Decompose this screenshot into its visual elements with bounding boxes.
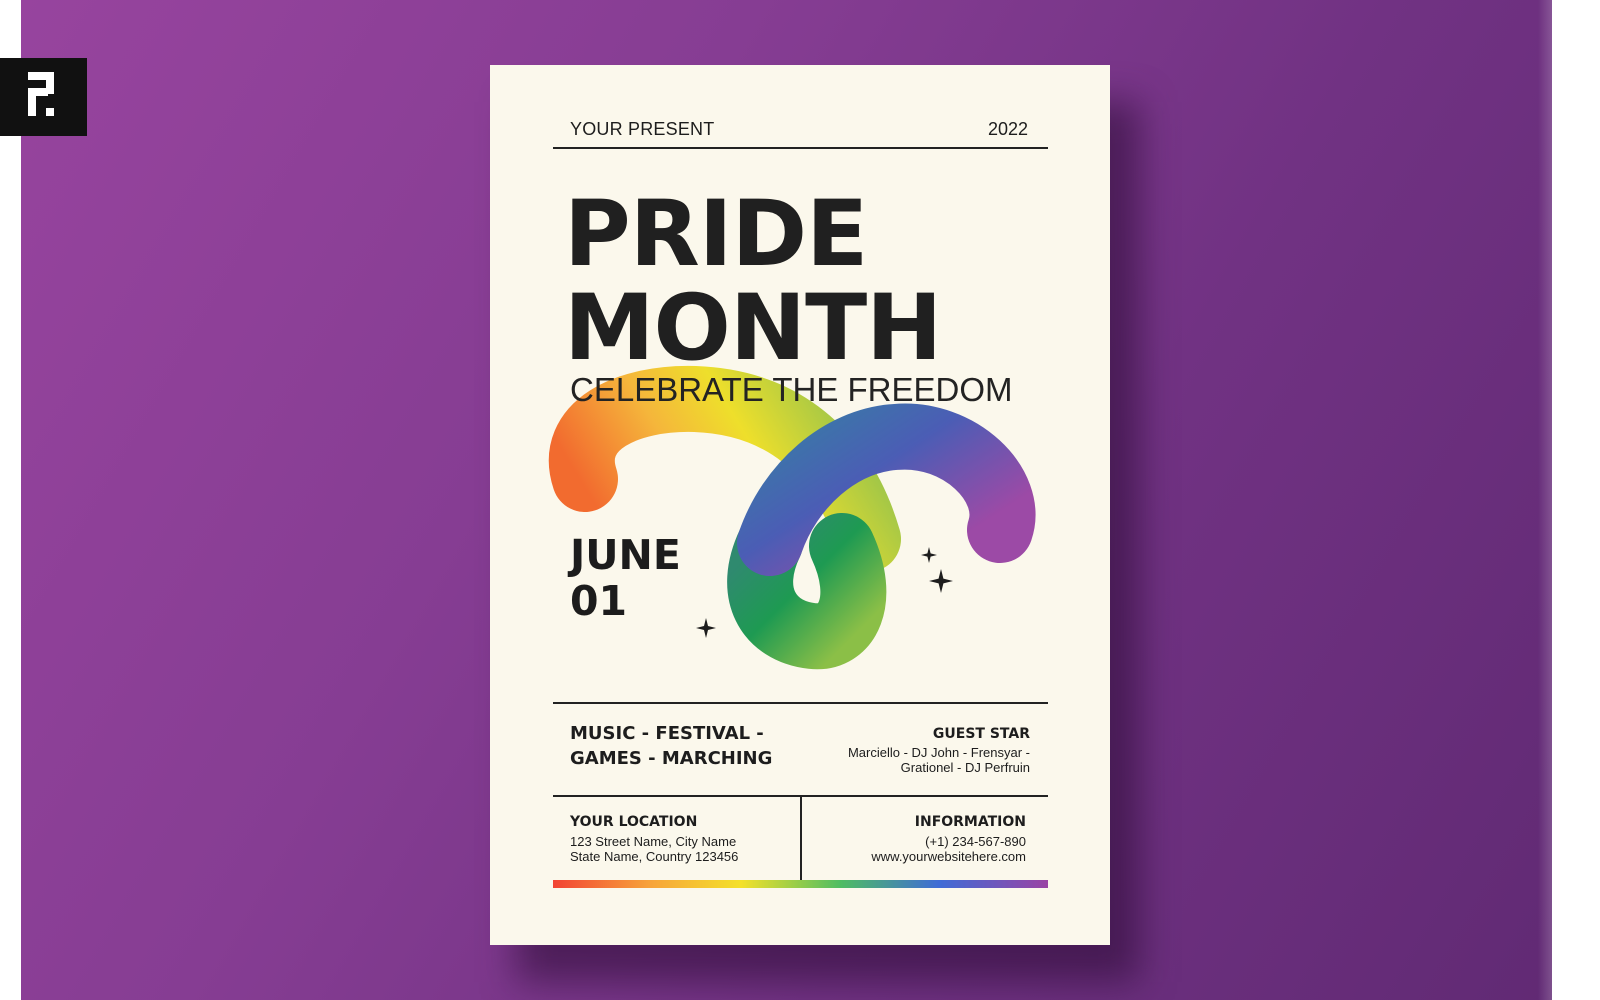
green-loop bbox=[727, 510, 887, 670]
vertical-divider bbox=[800, 796, 802, 880]
guest-list-line-1: Marciello - DJ John - Frensyar - bbox=[847, 745, 1030, 760]
presenter-label: YOUR PRESENT bbox=[570, 119, 715, 139]
date-day: 01 bbox=[570, 577, 628, 625]
address-line-1: 123 Street Name, City Name bbox=[570, 834, 737, 849]
website-url: www.yourwebsitehere.com bbox=[871, 849, 1026, 864]
address-line-2: State Name, Country 123456 bbox=[570, 849, 739, 864]
tagline: CELEBRATE THE FREEDOM bbox=[570, 371, 1013, 408]
headline-month: MONTH bbox=[564, 276, 942, 381]
activities-line-1: MUSIC - FESTIVAL - bbox=[570, 723, 764, 744]
brand-mark-icon bbox=[28, 72, 54, 116]
edge-stripe bbox=[1538, 0, 1552, 1000]
activities-line-2: GAMES - MARCHING bbox=[570, 748, 773, 769]
blue-purple-arch bbox=[737, 403, 1036, 576]
rainbow-bar bbox=[553, 880, 1048, 888]
location-heading: YOUR LOCATION bbox=[570, 814, 698, 830]
date-month: JUNE bbox=[570, 531, 681, 579]
phone-number: (+1) 234-567-890 bbox=[925, 834, 1026, 849]
guest-star-heading: GUEST STAR bbox=[932, 726, 1030, 742]
brand-logo bbox=[0, 58, 87, 136]
pride-flyer: YOUR PRESENT 2022 PRIDE MONTH CELEBRATE … bbox=[490, 65, 1110, 945]
sparkle-icon bbox=[696, 618, 716, 638]
orange-yellow-arch bbox=[548, 365, 901, 572]
guest-list-line-2: Grationel - DJ Perfruin bbox=[900, 760, 1030, 775]
information-heading: INFORMATION bbox=[914, 814, 1026, 830]
sparkle-icon bbox=[921, 547, 937, 563]
top-divider bbox=[553, 147, 1048, 149]
middle-divider bbox=[553, 702, 1048, 704]
year-label: 2022 bbox=[987, 119, 1028, 139]
headline-pride: PRIDE bbox=[564, 182, 868, 287]
sparkle-icon bbox=[929, 569, 953, 593]
